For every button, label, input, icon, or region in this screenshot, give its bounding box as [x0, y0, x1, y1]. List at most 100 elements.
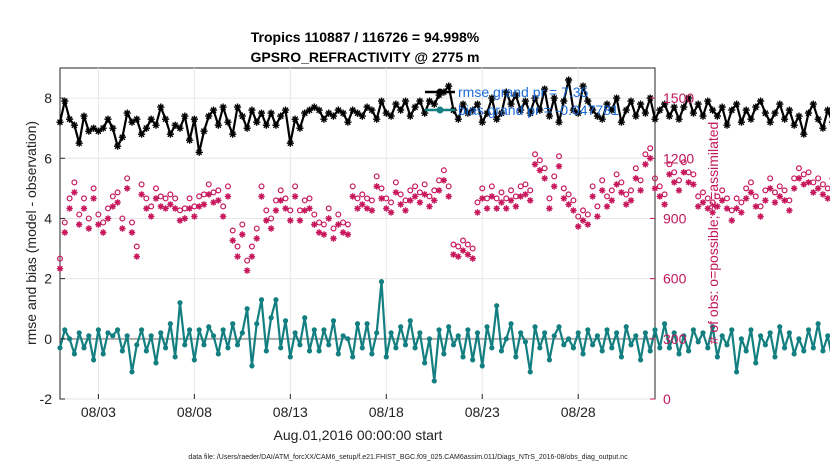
data-point — [652, 327, 658, 333]
data-point — [690, 181, 697, 188]
footnote: data file: /Users/raeder/DAI/ATM_forcXX/… — [188, 454, 628, 461]
data-point — [575, 213, 582, 220]
data-point — [181, 112, 189, 120]
data-point — [795, 112, 803, 120]
y-right-tick-label: 600 — [663, 271, 687, 287]
data-point — [454, 115, 462, 123]
data-point — [339, 229, 347, 236]
data-point — [526, 109, 534, 117]
data-point — [374, 330, 380, 336]
data-point — [358, 112, 366, 120]
data-point — [344, 231, 352, 238]
data-point — [263, 217, 270, 224]
data-point — [234, 243, 241, 250]
data-point — [291, 193, 299, 200]
data-point — [574, 109, 582, 117]
data-point — [244, 257, 251, 264]
data-point — [243, 124, 251, 132]
data-point — [670, 103, 678, 111]
data-point — [133, 243, 140, 250]
x-axis-label: Aug.01,2016 00:00:00 start — [274, 427, 443, 443]
data-point — [416, 97, 424, 105]
data-point — [627, 197, 635, 204]
data-point — [561, 342, 567, 348]
data-point — [138, 181, 145, 188]
data-point — [172, 205, 179, 212]
data-point — [133, 115, 141, 123]
data-point — [594, 333, 601, 339]
data-point — [306, 195, 313, 202]
data-point — [412, 183, 419, 190]
data-point — [598, 115, 606, 123]
data-point — [200, 201, 208, 208]
data-point — [71, 351, 77, 357]
data-point — [383, 205, 390, 212]
data-point — [521, 97, 529, 105]
data-point — [224, 183, 231, 190]
data-point — [383, 354, 389, 360]
data-point — [90, 124, 98, 132]
data-point — [210, 199, 217, 206]
data-point — [546, 205, 553, 212]
data-point — [665, 112, 673, 120]
data-point — [401, 97, 410, 105]
data-point — [422, 360, 428, 366]
data-point — [522, 339, 529, 345]
data-point — [661, 321, 668, 327]
data-point — [824, 106, 830, 114]
data-point — [263, 348, 269, 354]
data-point — [62, 327, 68, 333]
data-point — [464, 251, 472, 258]
data-point — [508, 187, 515, 194]
data-point — [316, 348, 322, 354]
data-point — [522, 181, 529, 188]
data-point — [402, 207, 409, 214]
data-point — [412, 345, 418, 351]
data-point — [484, 324, 490, 330]
data-point — [488, 193, 496, 200]
data-point — [99, 124, 107, 132]
data-point — [651, 115, 659, 123]
data-point — [556, 324, 562, 330]
data-point — [119, 225, 126, 232]
legend-bias-label: bias grand pr = -0.047781 — [458, 102, 619, 118]
data-point — [273, 297, 279, 303]
data-point — [373, 115, 381, 123]
data-point — [795, 175, 803, 182]
data-point — [191, 357, 197, 363]
data-point — [613, 94, 621, 102]
data-point — [704, 205, 711, 212]
data-point — [431, 197, 438, 204]
data-point — [777, 324, 783, 330]
data-point — [593, 112, 601, 120]
data-point — [86, 333, 92, 339]
data-point — [819, 191, 827, 198]
data-point — [359, 345, 365, 351]
data-point — [455, 253, 462, 260]
data-point — [733, 100, 741, 108]
data-point — [800, 130, 808, 138]
data-point — [824, 195, 830, 202]
data-point — [128, 229, 136, 236]
data-point — [143, 205, 150, 212]
data-point — [406, 112, 414, 120]
data-point — [656, 106, 664, 114]
data-point — [109, 203, 116, 210]
data-point — [133, 253, 140, 260]
data-point — [421, 109, 429, 117]
data-point — [609, 345, 615, 351]
data-point — [253, 118, 261, 126]
data-point — [330, 225, 337, 232]
data-point — [585, 327, 591, 333]
x-tick-label: 08/18 — [369, 404, 404, 420]
data-point — [474, 330, 481, 336]
data-point — [272, 207, 280, 214]
data-point — [671, 179, 678, 186]
data-point — [330, 318, 337, 324]
data-point — [206, 324, 212, 330]
data-point — [566, 336, 572, 342]
data-point — [272, 121, 280, 129]
data-point — [105, 330, 111, 336]
data-point — [302, 315, 308, 321]
data-point — [800, 181, 807, 188]
